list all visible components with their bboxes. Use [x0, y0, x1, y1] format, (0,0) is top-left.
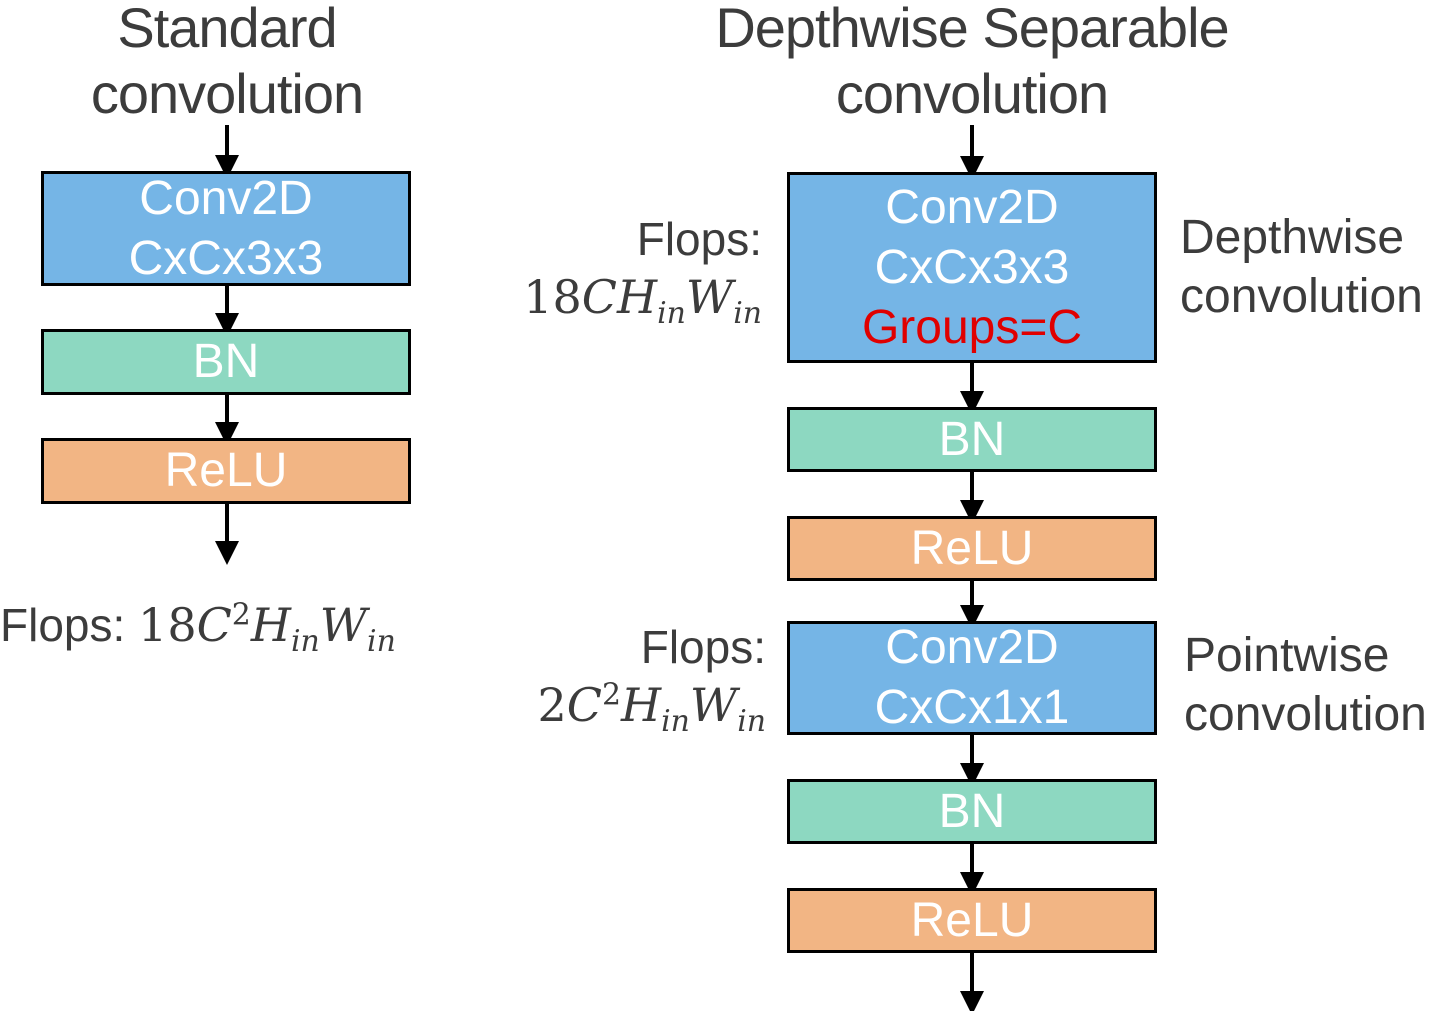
- dw-side-line2: convolution: [1180, 270, 1423, 323]
- standard-title: Standard convolution: [72, 0, 382, 127]
- separable-title: Depthwise Separable convolution: [700, 0, 1244, 127]
- dw-bn-block: BN: [787, 407, 1157, 472]
- dw-relu-label: ReLU: [910, 521, 1034, 575]
- pw-flops-h-sub: in: [661, 704, 690, 740]
- pw-bn-label: BN: [938, 784, 1006, 838]
- pw-relu-block: ReLU: [787, 888, 1157, 953]
- std-flops-c-exp: 2: [231, 597, 251, 633]
- dw-conv2d-shape: CxCx3x3: [874, 240, 1070, 294]
- pw-side-label: Pointwise convolution: [1184, 626, 1427, 744]
- dw-conv2d-groups: Groups=C: [861, 300, 1083, 354]
- pw-flops-expr: 2C2HinWin: [520, 676, 766, 737]
- dw-flops-w: W: [685, 270, 734, 324]
- standard-title-line1: Standard: [117, 0, 337, 59]
- separable-title-line2: convolution: [835, 62, 1109, 125]
- standard-title-line2: convolution: [90, 62, 364, 125]
- std-flops-w: W: [319, 598, 368, 652]
- std-bn-label: BN: [192, 335, 260, 388]
- std-flops-coef: 18: [138, 598, 197, 652]
- pw-flops: Flops: 2C2HinWin: [520, 618, 766, 737]
- dw-conv2d-block: Conv2D CxCx3x3 Groups=C: [787, 172, 1157, 363]
- separable-title-line1: Depthwise Separable: [715, 0, 1229, 59]
- dw-flops-h: H: [616, 270, 658, 324]
- dw-flops: Flops: 18CHinWin: [500, 210, 762, 329]
- std-relu-block: ReLU: [41, 438, 411, 504]
- std-flops: Flops: 18C2HinWin: [0, 596, 396, 657]
- pw-flops-label: Flops:: [640, 621, 766, 673]
- std-conv2d-label: Conv2D: [139, 171, 313, 225]
- std-flops-c: C: [196, 598, 232, 652]
- pw-conv2d-block: Conv2D CxCx1x1: [787, 621, 1157, 735]
- dw-flops-c: C: [581, 270, 617, 324]
- pw-flops-h: H: [620, 678, 662, 732]
- std-conv2d-block: Conv2D CxCx3x3: [41, 171, 411, 286]
- std-flops-w-sub: in: [367, 624, 396, 660]
- std-conv2d-shape: CxCx3x3: [128, 231, 324, 285]
- dw-flops-h-sub: in: [657, 296, 686, 332]
- pw-conv2d-label: Conv2D: [885, 621, 1059, 674]
- dw-flops-label: Flops:: [636, 213, 762, 265]
- std-flops-label: Flops:: [0, 599, 126, 651]
- std-flops-h: H: [250, 598, 291, 652]
- dw-conv2d-label: Conv2D: [885, 180, 1059, 234]
- std-flops-h-sub: in: [290, 624, 320, 660]
- dw-flops-expr: 18CHinWin: [500, 268, 762, 329]
- pw-flops-c-exp: 2: [601, 677, 621, 713]
- dw-flops-w-sub: in: [733, 296, 762, 332]
- pw-flops-w: W: [689, 678, 738, 732]
- pw-relu-label: ReLU: [910, 893, 1034, 947]
- dw-bn-label: BN: [938, 412, 1006, 466]
- std-bn-block: BN: [41, 329, 411, 395]
- pw-side-line2: convolution: [1184, 688, 1427, 741]
- pw-bn-block: BN: [787, 779, 1157, 844]
- pw-side-line1: Pointwise: [1184, 629, 1390, 682]
- dw-relu-block: ReLU: [787, 516, 1157, 581]
- dw-side-line1: Depthwise: [1180, 211, 1405, 264]
- pw-flops-coef: 2: [537, 678, 567, 732]
- pw-flops-w-sub: in: [737, 704, 766, 740]
- std-relu-label: ReLU: [164, 444, 288, 497]
- pw-flops-c: C: [566, 678, 602, 732]
- pw-conv2d-shape: CxCx1x1: [874, 681, 1070, 734]
- dw-flops-coef: 18: [523, 270, 582, 324]
- dw-side-label: Depthwise convolution: [1180, 208, 1423, 326]
